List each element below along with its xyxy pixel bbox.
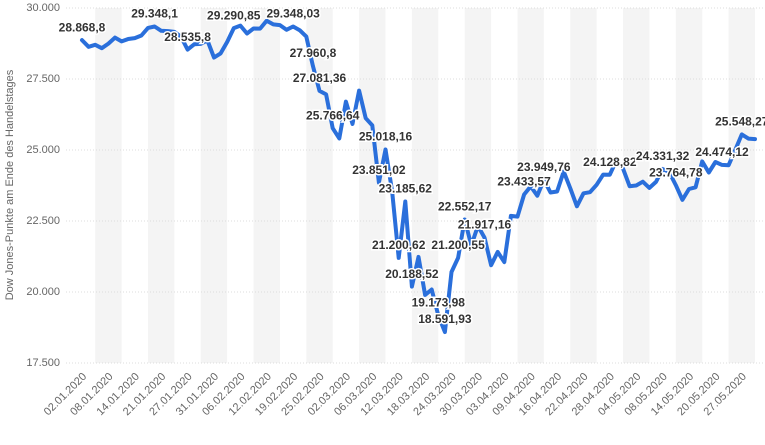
band — [306, 8, 333, 363]
band — [464, 8, 492, 363]
band — [253, 8, 280, 363]
band — [570, 8, 597, 363]
value-label: 23.949,76 — [517, 160, 571, 174]
value-label: 23.185,62 — [379, 182, 433, 196]
band — [359, 8, 386, 363]
y-tick-label: 27.500 — [26, 73, 60, 85]
value-label: 24.128,82 — [583, 155, 637, 169]
value-label: 29.348,03 — [266, 7, 320, 21]
value-label: 29.348,1 — [131, 7, 178, 21]
value-label: 22.552,17 — [438, 200, 492, 214]
value-label: 21.200,62 — [372, 238, 426, 252]
value-label: 24.331,32 — [636, 149, 690, 163]
value-label: 25.018,16 — [359, 130, 413, 144]
grid — [66, 7, 765, 364]
value-label: 29.290,85 — [207, 8, 261, 22]
band — [200, 8, 228, 363]
y-tick-label: 25.000 — [26, 144, 60, 156]
value-label: 23.851,02 — [352, 163, 406, 177]
value-label: 28.868,8 — [59, 20, 106, 34]
y-tick-label: 17.500 — [26, 357, 60, 369]
value-label: 21.200,55 — [431, 238, 485, 252]
value-label: 23.764,78 — [649, 165, 703, 179]
value-label: 20.188,52 — [385, 267, 439, 281]
band — [147, 8, 175, 363]
value-label: 23.433,57 — [497, 175, 551, 189]
band — [675, 8, 703, 363]
value-label: 27.081,36 — [293, 71, 347, 85]
value-label: 21.917,16 — [458, 218, 512, 232]
y-tick-label: 20.000 — [26, 286, 60, 298]
bands — [95, 8, 755, 363]
band — [95, 8, 122, 363]
y-tick-label: 22.500 — [26, 215, 60, 227]
value-label: 25.548,27 — [715, 115, 765, 129]
y-tick-label: 30.000 — [26, 2, 60, 14]
value-label: 24.474,12 — [695, 145, 749, 159]
value-label: 19.173,98 — [412, 296, 466, 310]
band — [728, 8, 755, 363]
value-label: 25.766,64 — [306, 108, 360, 122]
value-label: 27.960,8 — [290, 46, 337, 60]
y-axis-title: Dow Jones-Punkte am Ende des Handelstage… — [4, 69, 16, 300]
value-label: 18.591,93 — [418, 312, 472, 326]
value-label: 28.535,8 — [164, 30, 211, 44]
line — [80, 18, 757, 334]
